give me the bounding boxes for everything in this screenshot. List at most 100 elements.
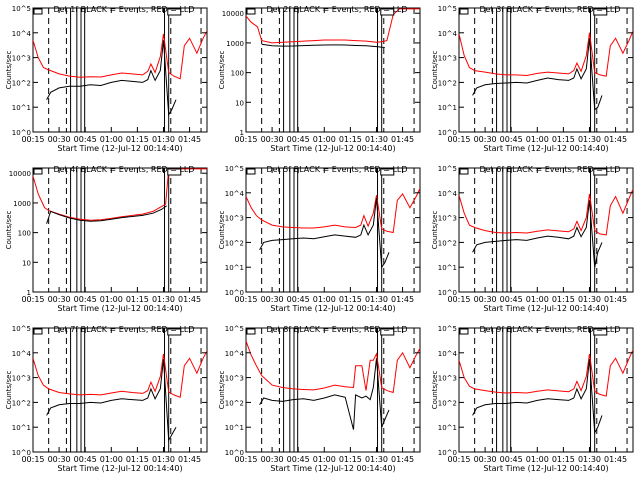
x-tick-label: 01:15 [126, 135, 149, 144]
chart-title: Det 7f BLACK = Events, RED = LLD [53, 325, 194, 334]
chart-title: Det 3f BLACK = Events, RED = LLD [479, 5, 620, 14]
x-axis-label: Start Time (12-Jul-12 00:14:40) [483, 144, 608, 153]
y-tick-label: 10^0 [12, 129, 31, 137]
x-tick-label: 01:45 [178, 135, 201, 144]
y-tick-label: 10^4 [12, 350, 32, 358]
plot-frame [245, 7, 421, 133]
events-series-line [261, 43, 385, 48]
x-tick-label: 01:15 [552, 295, 575, 304]
y-tick-label: 10^3 [438, 215, 457, 223]
x-tick-label: 00:15 [234, 295, 257, 304]
legend-box [167, 8, 182, 16]
events-series-line [259, 358, 390, 430]
y-axis-label: Counts/sec [5, 371, 13, 410]
x-tick-label: 01:30 [365, 135, 388, 144]
plot-frame [245, 167, 421, 293]
y-axis-label: Counts/sec [431, 211, 439, 250]
chart-panel-8: 00:15 00:30 00:45 01:00 01:15 01:30 01:45 10^0 1… [218, 325, 421, 473]
x-tick-label: 00:30 [474, 135, 497, 144]
legend-box [167, 168, 182, 176]
lld-series-line [33, 168, 207, 221]
x-tick-label: 00:15 [234, 135, 257, 144]
x-axis-label: Start Time (12-Jul-12 00:14:40) [270, 304, 395, 313]
chart-panel-3: 00:15 00:30 00:45 01:00 01:15 01:30 01:45 10^0 1… [431, 5, 634, 153]
y-tick-label: 10^0 [438, 449, 457, 457]
y-tick-label: 10000 [222, 10, 244, 18]
legend-box [593, 8, 608, 16]
y-tick-label: 10^5 [225, 165, 244, 173]
x-tick-label: 01:00 [526, 135, 549, 144]
y-tick-label: 10^2 [225, 399, 244, 407]
y-tick-label: 10 [235, 99, 244, 107]
lld-series-line [459, 349, 633, 397]
y-axis-label: Counts/sec [431, 51, 439, 90]
x-axis-label: Start Time (12-Jul-12 00:14:40) [57, 304, 182, 313]
y-tick-label: 100 [18, 230, 31, 238]
y-tick-label: 1 [27, 289, 31, 297]
y-tick-label: 10^1 [225, 424, 244, 432]
chart-title: Det 6f BLACK = Events, RED = LLD [479, 165, 620, 174]
x-tick-label: 01:15 [339, 455, 362, 464]
x-tick-label: 00:45 [287, 455, 310, 464]
chart-panel-2: 00:15 00:30 00:45 01:00 01:15 01:30 01:45 1 10 10… [218, 5, 421, 153]
y-tick-label: 10^5 [438, 5, 457, 13]
y-tick-label: 10^2 [12, 79, 31, 87]
y-tick-label: 10^1 [438, 424, 457, 432]
y-tick-label: 10^1 [12, 104, 31, 112]
x-tick-label: 00:30 [261, 455, 284, 464]
x-tick-label: 01:30 [152, 455, 175, 464]
y-tick-label: 10^2 [12, 399, 31, 407]
legend-box [167, 328, 182, 336]
lld-series-line [459, 30, 633, 77]
lld-series-line [246, 340, 420, 394]
legend-box [246, 328, 256, 335]
x-tick-label: 01:00 [100, 455, 123, 464]
x-tick-label: 01:15 [126, 295, 149, 304]
x-tick-label: 01:45 [391, 455, 414, 464]
chart-title: Det 4f BLACK = Events, RED = LLD [53, 165, 194, 174]
x-tick-label: 00:30 [261, 135, 284, 144]
y-tick-label: 10^4 [438, 30, 458, 38]
x-tick-label: 01:45 [604, 295, 627, 304]
x-tick-label: 00:45 [500, 295, 523, 304]
x-tick-label: 00:15 [447, 455, 470, 464]
plot-frame [32, 7, 208, 133]
chart-title: Det 5f BLACK = Events, RED = LLD [266, 165, 407, 174]
y-tick-label: 10^3 [225, 375, 244, 383]
y-tick-label: 1000 [13, 200, 31, 208]
y-tick-label: 10^2 [438, 79, 457, 87]
plot-frame [458, 167, 634, 293]
events-series-line [259, 198, 390, 269]
x-tick-label: 00:45 [74, 295, 97, 304]
y-tick-label: 10^3 [438, 375, 457, 383]
legend-box [459, 168, 469, 175]
x-axis-label: Start Time (12-Jul-12 00:14:40) [57, 464, 182, 473]
x-tick-label: 01:15 [552, 455, 575, 464]
y-tick-label: 10^0 [12, 449, 31, 457]
legend-box [459, 8, 469, 15]
x-tick-label: 01:45 [178, 455, 201, 464]
x-axis-label: Start Time (12-Jul-12 00:14:40) [483, 464, 608, 473]
x-tick-label: 01:00 [526, 295, 549, 304]
plot-frame [32, 167, 208, 293]
x-tick-label: 00:30 [48, 455, 71, 464]
events-series-line [472, 38, 603, 111]
y-axis-label: Counts/sec [218, 51, 226, 90]
y-tick-label: 10^5 [438, 165, 457, 173]
y-tick-label: 10^1 [225, 264, 244, 272]
y-tick-label: 10^0 [225, 289, 244, 297]
y-tick-label: 10^5 [438, 325, 457, 333]
x-tick-label: 01:15 [552, 135, 575, 144]
y-tick-label: 10^3 [12, 375, 31, 383]
legend-box [33, 168, 43, 175]
x-tick-label: 00:15 [447, 295, 470, 304]
x-tick-label: 00:30 [474, 455, 497, 464]
y-tick-label: 10^4 [438, 190, 458, 198]
chart-panel-1: 00:15 00:30 00:45 01:00 01:15 01:30 01:45 10^0 1… [5, 5, 208, 153]
x-tick-label: 01:15 [339, 135, 362, 144]
y-tick-label: 100 [231, 70, 244, 78]
y-tick-label: 10000 [9, 170, 31, 178]
y-tick-label: 10^4 [12, 30, 32, 38]
x-axis-label: Start Time (12-Jul-12 00:14:40) [270, 144, 395, 153]
plot-frame [32, 327, 208, 453]
